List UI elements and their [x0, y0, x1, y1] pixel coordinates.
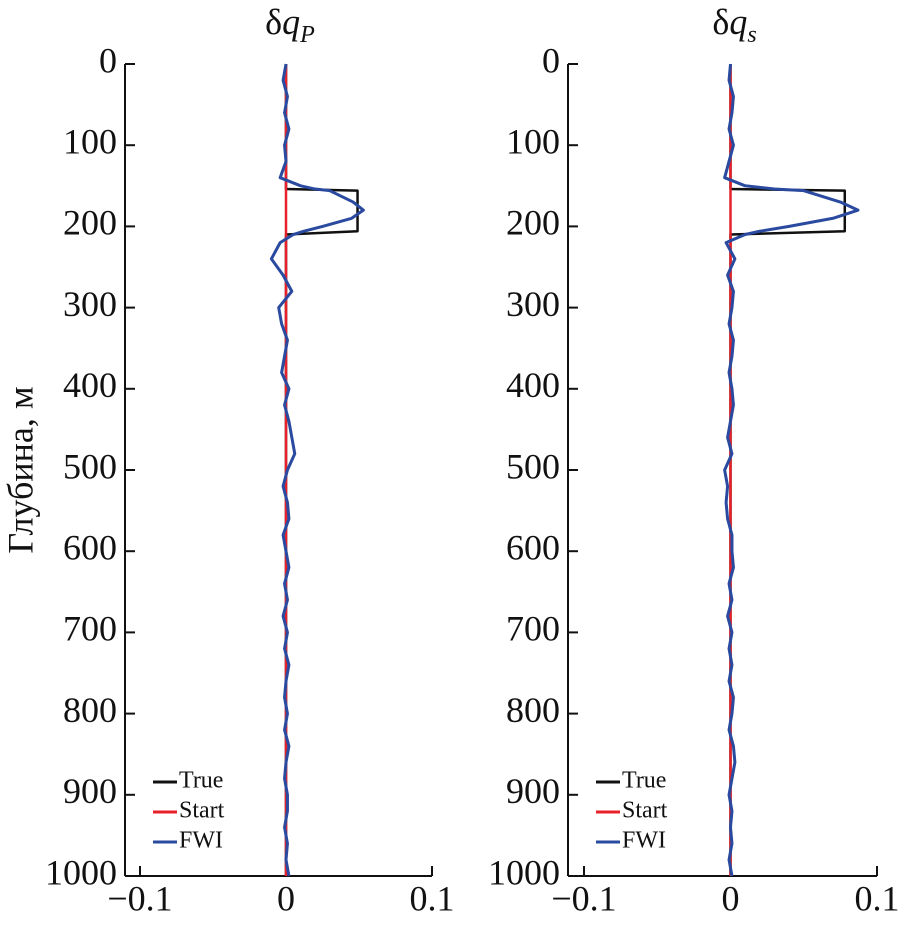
- legend-label: Start: [622, 798, 668, 824]
- chart-title: δqP: [265, 2, 315, 47]
- title-main: δq: [265, 2, 300, 42]
- y-tick-label: 100: [63, 121, 117, 161]
- legend-label: FWI: [622, 828, 666, 854]
- y-tick-label: 300: [506, 284, 560, 324]
- y-tick-label: 400: [63, 365, 117, 405]
- x-tick-label: −0.1: [551, 878, 616, 918]
- legend-label: True: [179, 768, 223, 794]
- x-tick-label: 0: [277, 878, 295, 918]
- title-symbol: δ: [265, 2, 282, 42]
- title-subscript: s: [747, 22, 756, 48]
- y-tick-label: 200: [506, 203, 560, 243]
- x-tick-label: 0.1: [855, 878, 900, 918]
- legend-label: Start: [179, 798, 225, 824]
- title-var: q: [282, 2, 300, 42]
- y-tick-label: 1000: [488, 852, 560, 892]
- title-symbol: δ: [712, 2, 729, 42]
- y-tick-label: 1000: [45, 852, 117, 892]
- y-tick-label: 700: [63, 609, 117, 649]
- y-tick-label: 500: [506, 446, 560, 486]
- y-tick-label: 100: [506, 121, 560, 161]
- title-var: q: [729, 2, 747, 42]
- legend-label: FWI: [179, 828, 223, 854]
- y-tick-label: 200: [63, 203, 117, 243]
- y-tick-label: 600: [63, 527, 117, 567]
- data-line: [723, 63, 860, 877]
- x-tick-label: −0.1: [107, 878, 172, 918]
- y-tick-label: 0: [99, 40, 117, 80]
- y-tick-label: 800: [63, 690, 117, 730]
- title-subscript: P: [299, 22, 315, 48]
- legend-label: True: [622, 768, 666, 794]
- y-tick-label: 900: [63, 771, 117, 811]
- y-tick-label: 900: [506, 771, 560, 811]
- data-line: [269, 63, 365, 877]
- y-tick-label: 0: [542, 40, 560, 80]
- y-tick-label: 700: [506, 609, 560, 649]
- title-main: δq: [712, 2, 747, 42]
- chart-title: δqs: [712, 2, 756, 47]
- y-tick-label: 600: [506, 527, 560, 567]
- y-tick-label: 800: [506, 690, 560, 730]
- y-tick-label: 300: [63, 284, 117, 324]
- y-tick-label: 500: [63, 446, 117, 486]
- x-tick-label: 0: [722, 878, 740, 918]
- y-axis-label: Глубина, м: [0, 386, 40, 553]
- y-tick-label: 400: [506, 365, 560, 405]
- x-tick-label: 0.1: [410, 878, 455, 918]
